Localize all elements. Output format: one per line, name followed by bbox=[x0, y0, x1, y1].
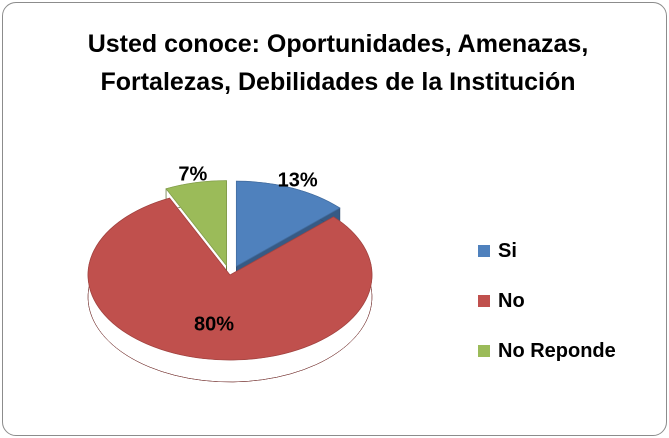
legend-swatch bbox=[478, 245, 490, 257]
data-label: 80% bbox=[194, 313, 234, 335]
legend-entry: No bbox=[478, 276, 616, 326]
legend-label: No bbox=[498, 289, 525, 312]
legend-label: No Reponde bbox=[498, 339, 616, 362]
slice bbox=[165, 180, 227, 267]
data-label: 7% bbox=[178, 164, 207, 186]
legend-swatch bbox=[478, 295, 490, 307]
legend-entry: Si bbox=[478, 226, 616, 276]
data-label: 13% bbox=[278, 170, 318, 192]
legend-label: Si bbox=[498, 239, 517, 262]
slice bbox=[87, 197, 373, 361]
legend-entry: No Reponde bbox=[478, 326, 616, 376]
legend: Si No No Reponde bbox=[478, 226, 616, 376]
chart-title: Usted conoce: Oportunidades, Amenazas, F… bbox=[87, 30, 589, 96]
legend-swatch bbox=[478, 345, 490, 357]
slice bbox=[235, 180, 341, 267]
